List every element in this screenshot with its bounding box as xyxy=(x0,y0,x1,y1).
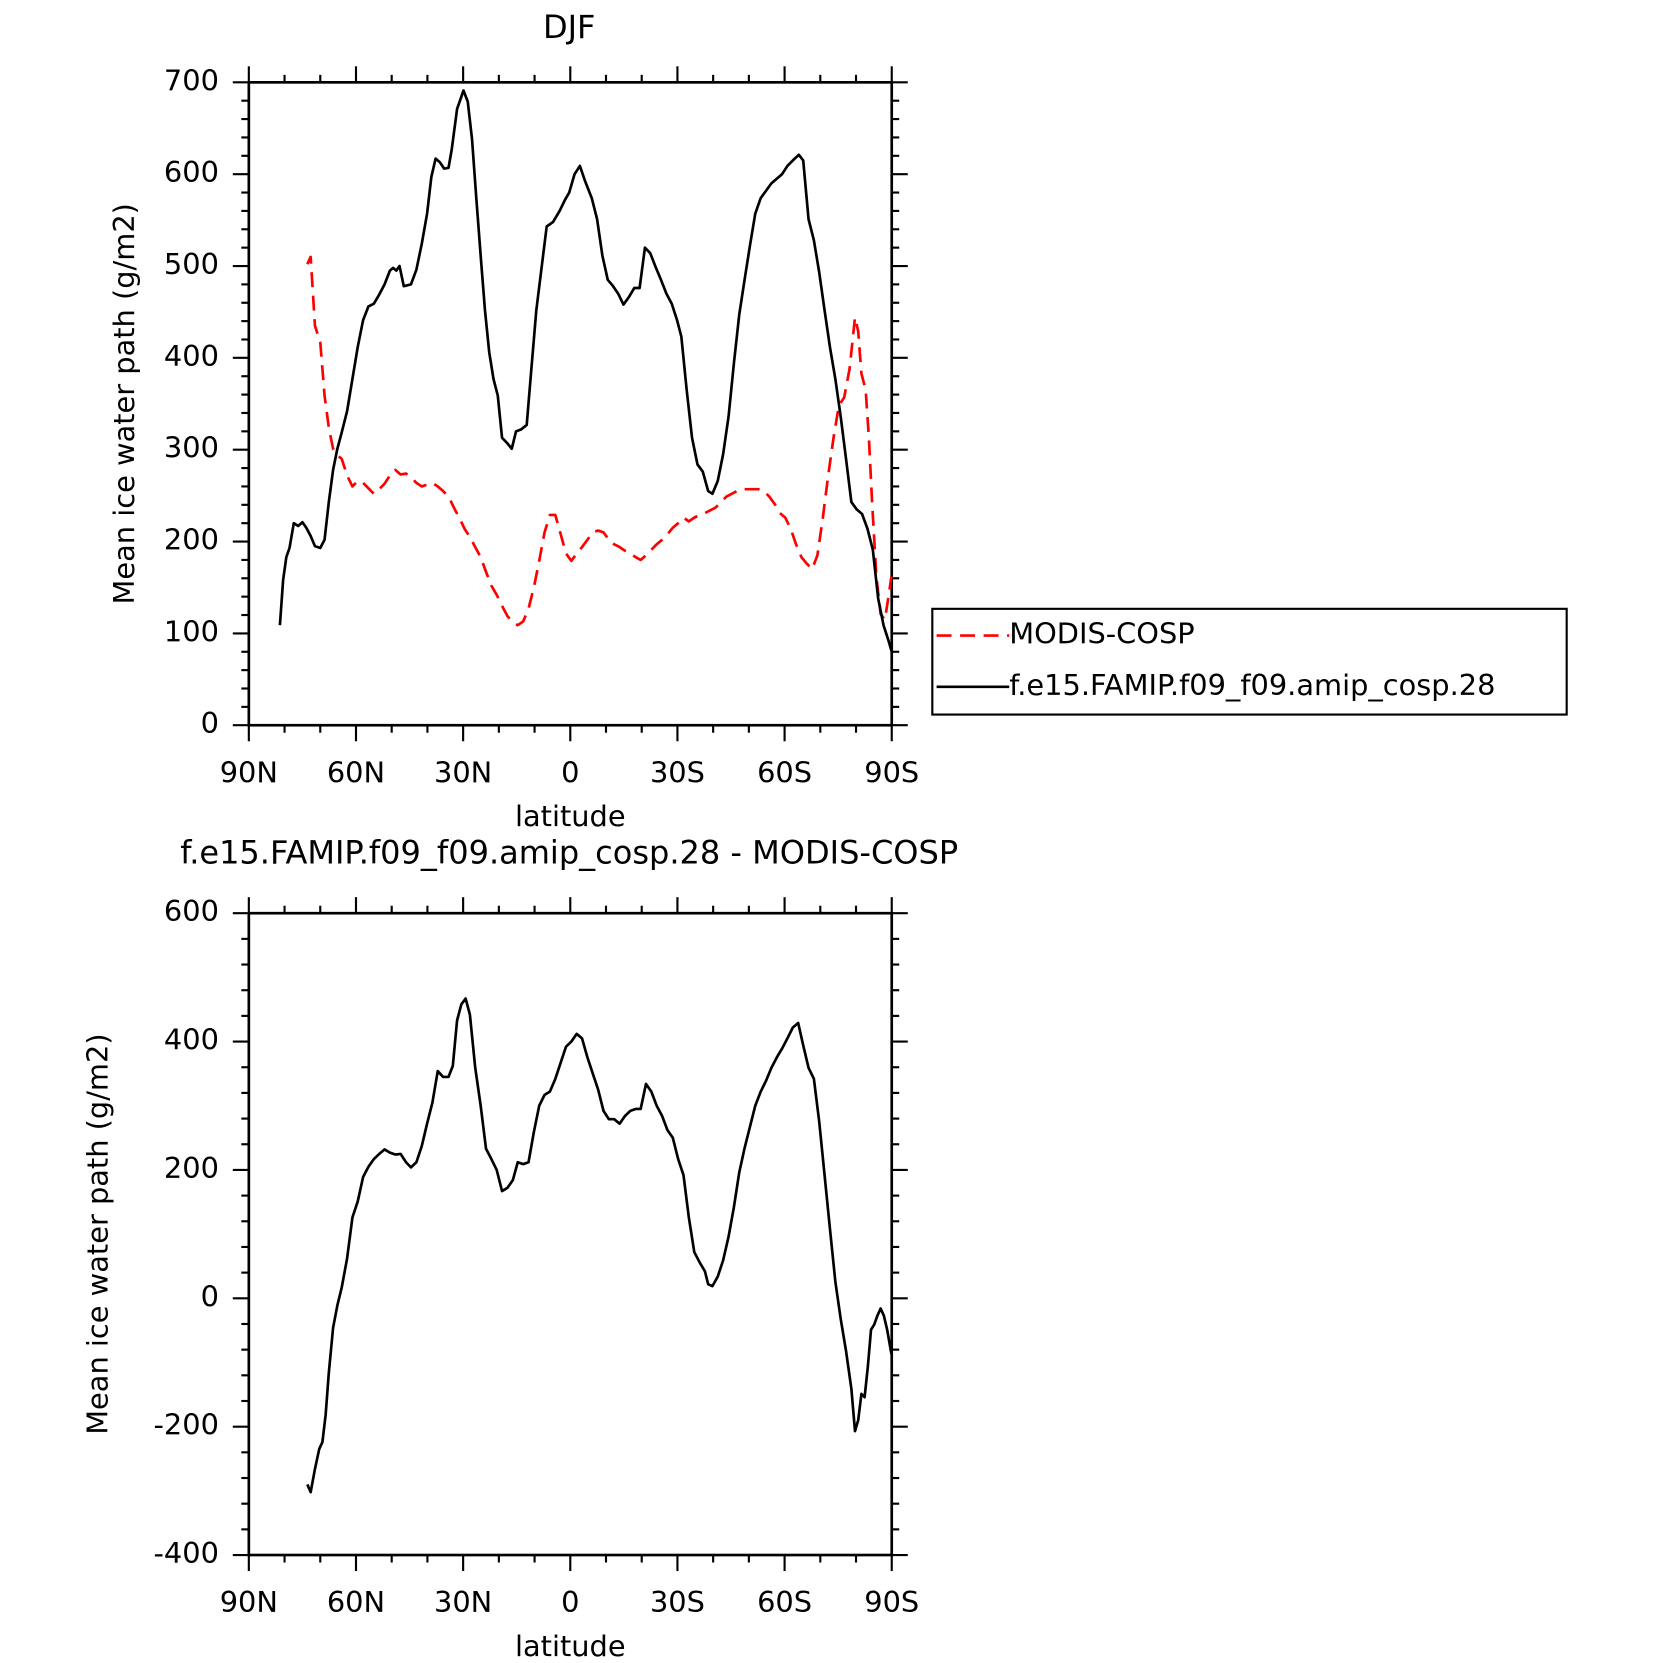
y-tick-label: 0 xyxy=(201,1279,219,1313)
x-tick-label: 60S xyxy=(757,1585,812,1619)
y-tick-label: 600 xyxy=(164,155,219,189)
y-tick-label: 400 xyxy=(164,339,219,373)
x-tick-label: 90N xyxy=(220,1585,278,1619)
chart-title: DJF xyxy=(543,8,596,46)
legend-box xyxy=(931,607,1568,716)
x-tick-label: 60S xyxy=(757,755,812,789)
x-tick-label: 0 xyxy=(561,755,579,789)
data-line xyxy=(306,997,893,1494)
legend-label: f.e15.FAMIP.f09_f09.amip_cosp.28 xyxy=(1009,668,1495,702)
x-tick-label: 30N xyxy=(434,1585,492,1619)
y-tick-label: 100 xyxy=(164,614,219,648)
x-tick-label: 30S xyxy=(650,1585,705,1619)
data-line xyxy=(306,255,893,627)
x-axis-label: latitude xyxy=(515,1629,626,1663)
x-axis-label: latitude xyxy=(515,799,626,833)
x-tick-label: 0 xyxy=(561,1585,579,1619)
y-tick-label: 400 xyxy=(164,1023,219,1057)
y-tick-label: 700 xyxy=(164,63,219,97)
x-tick-label: 30S xyxy=(650,755,705,789)
y-tick-label: 500 xyxy=(164,247,219,281)
y-tick-label: -200 xyxy=(153,1408,218,1442)
y-tick-label: 600 xyxy=(164,894,219,928)
y-tick-label: 200 xyxy=(164,523,219,557)
y-axis-label: Mean ice water path (g/m2) xyxy=(80,1033,114,1434)
y-tick-label: 300 xyxy=(164,431,219,465)
plot-frame xyxy=(247,911,894,1557)
plot-frame xyxy=(247,80,894,727)
x-tick-label: 60N xyxy=(327,755,385,789)
y-tick-label: 0 xyxy=(201,706,219,740)
x-tick-label: 30N xyxy=(434,755,492,789)
x-tick-label: 90N xyxy=(220,755,278,789)
chart-title: f.e15.FAMIP.f09_f09.amip_cosp.28 - MODIS… xyxy=(180,833,958,871)
x-tick-label: 90S xyxy=(864,1585,919,1619)
y-tick-label: -400 xyxy=(153,1536,218,1570)
y-tick-label: 200 xyxy=(164,1151,219,1185)
x-tick-label: 90S xyxy=(864,755,919,789)
x-tick-label: 60N xyxy=(327,1585,385,1619)
legend-label: MODIS-COSP xyxy=(1009,617,1194,651)
data-line xyxy=(278,89,894,653)
y-axis-label: Mean ice water path (g/m2) xyxy=(107,203,141,604)
